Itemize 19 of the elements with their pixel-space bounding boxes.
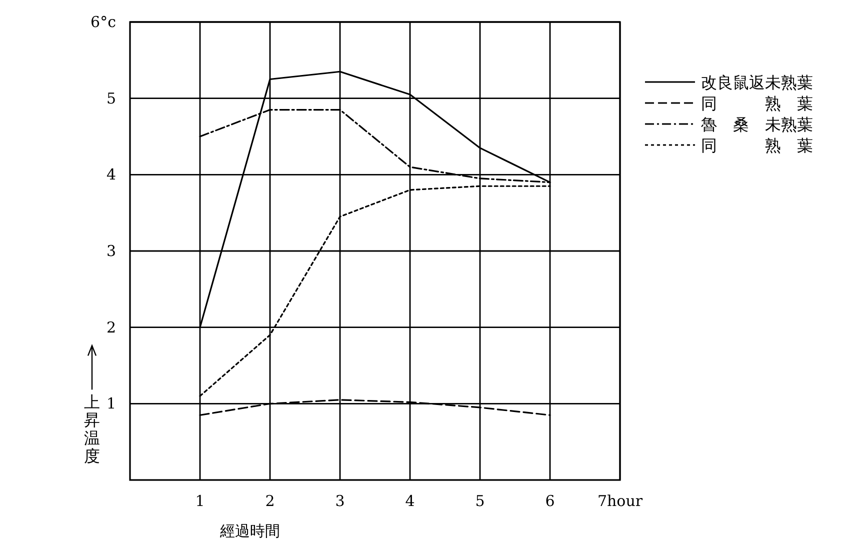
y-tick-label: 3: [106, 242, 116, 260]
x-tick-label: 6: [545, 492, 555, 510]
x-tick-label: 4: [405, 492, 415, 510]
x-tick-label: 2: [265, 492, 275, 510]
legend-label: 改良鼠返未熟葉: [701, 73, 813, 92]
x-axis-title: 經過時間: [219, 522, 280, 540]
y-tick-label: 1: [106, 394, 116, 413]
y-tick-label: 5: [106, 89, 116, 108]
legend-label: 魯 桑 未熟葉: [701, 115, 813, 134]
y-tick-label: 6°c: [90, 13, 116, 31]
legend-label: 同 熟 葉: [701, 136, 813, 155]
y-tick-label: 2: [106, 318, 116, 336]
legend-label: 同 熟 葉: [701, 94, 813, 113]
x-tick-label: 5: [475, 492, 485, 510]
x-tick-label: 3: [335, 492, 345, 510]
y-axis-title: 上昇温度: [84, 392, 100, 466]
y-tick-label: 4: [106, 166, 116, 184]
x-tick-label: 1: [195, 492, 205, 510]
x-tick-label: 7hour: [597, 492, 644, 510]
